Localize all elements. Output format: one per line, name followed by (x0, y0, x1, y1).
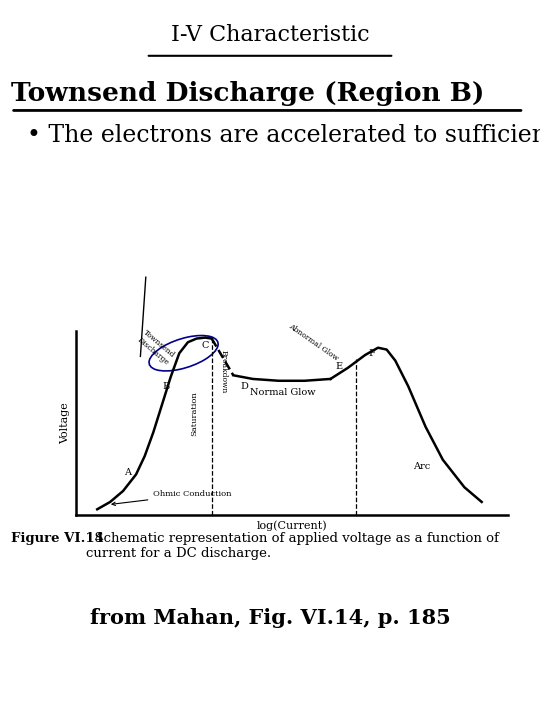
Text: Townsend
Discharge: Townsend Discharge (135, 328, 176, 366)
Text: Normal Glow: Normal Glow (250, 389, 316, 397)
Text: I-V Characteristic: I-V Characteristic (171, 24, 369, 46)
Text: from Mahan, Fig. VI.14, p. 185: from Mahan, Fig. VI.14, p. 185 (90, 608, 450, 628)
Text: A: A (124, 468, 131, 477)
Text: Ohmic Conduction: Ohmic Conduction (112, 490, 232, 505)
Text: Arc: Arc (413, 462, 430, 471)
Text: B: B (163, 382, 170, 391)
Text: Townsend Discharge (Region B): Townsend Discharge (Region B) (11, 81, 484, 106)
Text: Abnormal Glow: Abnormal Glow (287, 322, 340, 362)
Text: C: C (201, 341, 209, 351)
Y-axis label: Voltage: Voltage (60, 402, 70, 444)
Text: Schematic representation of applied voltage as a function of current for a DC di: Schematic representation of applied volt… (86, 532, 499, 560)
Text: D: D (240, 382, 248, 391)
Text: • The electrons are accelerated to sufficient energy to cause ionization of the : • The electrons are accelerated to suffi… (27, 124, 540, 147)
Text: Breakdown: Breakdown (219, 349, 227, 393)
Text: E: E (335, 361, 343, 371)
Text: Figure VI.14: Figure VI.14 (11, 532, 104, 545)
X-axis label: log(Current): log(Current) (256, 521, 327, 531)
Text: F: F (368, 348, 375, 358)
Text: Saturation: Saturation (191, 392, 198, 436)
